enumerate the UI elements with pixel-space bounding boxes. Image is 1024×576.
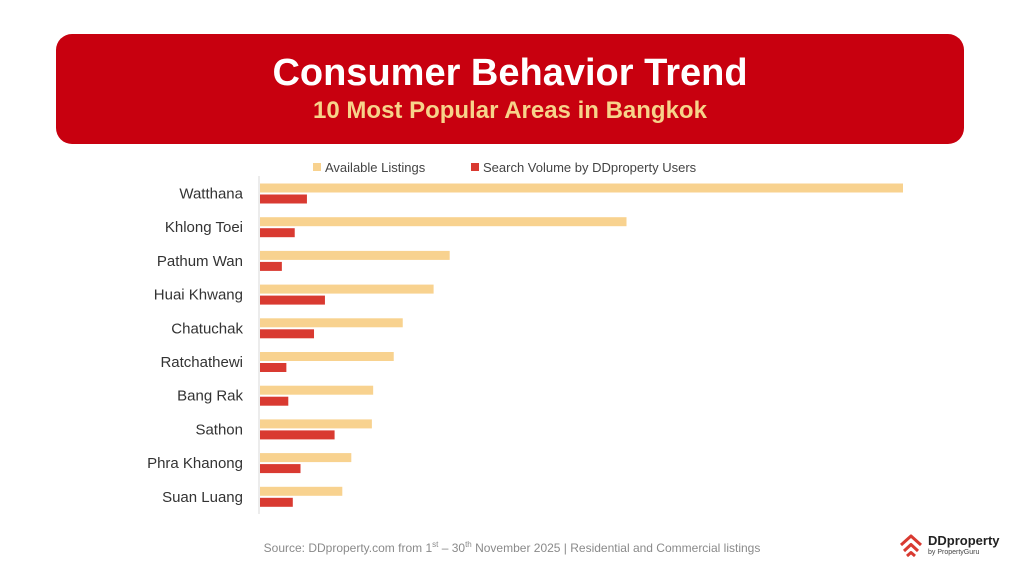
source-part-2: – 30 — [438, 541, 466, 555]
bar-search-volume — [260, 430, 335, 440]
category-label: Phra Khanong — [147, 455, 243, 472]
logo-name: DDproperty — [928, 533, 1000, 548]
legend-label-1: Available Listings — [325, 160, 426, 175]
bar-available-listings — [260, 217, 627, 227]
category-label: Chatuchak — [171, 320, 243, 337]
bar-available-listings — [260, 318, 403, 328]
legend-label-2: Search Volume by DDproperty Users — [483, 160, 697, 175]
bar-search-volume — [260, 464, 301, 474]
bar-search-volume — [260, 295, 325, 305]
legend-swatch-2 — [471, 163, 479, 171]
bar-available-listings — [260, 486, 343, 496]
bar-available-listings — [260, 453, 352, 463]
category-label: Pathum Wan — [157, 253, 243, 270]
header-banner: Consumer Behavior Trend 10 Most Popular … — [56, 34, 964, 144]
bar-search-volume — [260, 396, 289, 406]
page-subtitle: 10 Most Popular Areas in Bangkok — [313, 97, 707, 124]
legend-swatch-1 — [313, 163, 321, 171]
bar-available-listings — [260, 385, 374, 395]
category-label: Ratchathewi — [160, 354, 243, 371]
category-label: Sathon — [195, 421, 243, 438]
bar-search-volume — [260, 329, 315, 339]
house-logo-icon — [899, 534, 923, 558]
bar-available-listings — [260, 352, 394, 361]
source-part-3: November 2025 | Residential and Commerci… — [471, 541, 761, 555]
bar-search-volume — [260, 228, 295, 238]
category-label: Huai Khwang — [154, 287, 243, 304]
bar-available-listings — [260, 183, 903, 193]
source-note: Source: DDproperty.com from 1st – 30th N… — [0, 540, 1024, 555]
bar-search-volume — [260, 363, 287, 372]
logo-byline: by PropertyGuru — [928, 549, 980, 556]
bar-available-listings — [260, 284, 434, 294]
ddproperty-logo: DDproperty by PropertyGuru — [898, 528, 1016, 562]
bar-available-listings — [260, 250, 450, 260]
source-sup-2: th — [465, 540, 472, 549]
category-label: Watthana — [179, 186, 243, 203]
bar-search-volume — [260, 261, 282, 271]
source-sup-1: st — [432, 540, 439, 549]
category-label: Bang Rak — [177, 388, 243, 405]
page-title: Consumer Behavior Trend — [272, 52, 748, 94]
category-label: Khlong Toei — [165, 219, 243, 236]
bar-search-volume — [260, 497, 293, 507]
category-label: Suan Luang — [162, 489, 243, 506]
bar-available-listings — [260, 419, 372, 429]
source-part-1: Source: DDproperty.com from 1 — [263, 541, 433, 555]
bar-search-volume — [260, 194, 307, 204]
